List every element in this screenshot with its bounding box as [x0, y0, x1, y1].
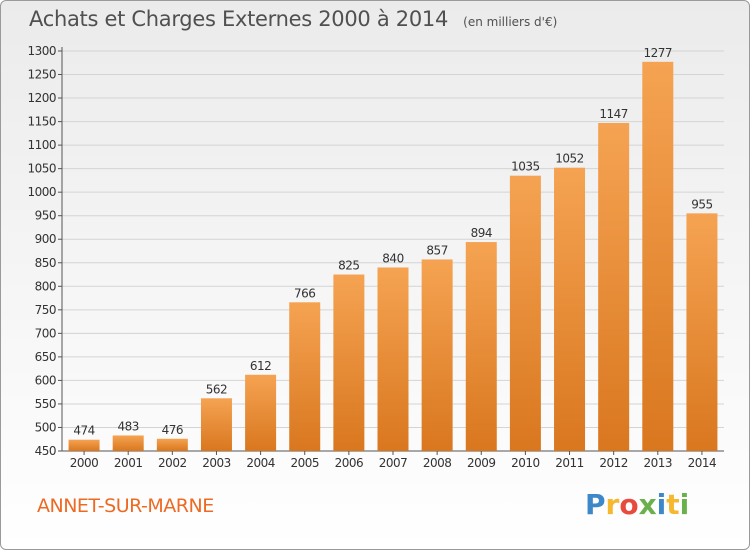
- x-tick-label: 2014: [688, 456, 717, 470]
- data-label: 955: [691, 197, 712, 211]
- data-label: 562: [206, 382, 227, 396]
- x-tick-label: 2002: [158, 456, 187, 470]
- y-tick-label: 650: [35, 350, 56, 364]
- y-tick-label: 1300: [27, 44, 56, 58]
- logo-letter: t: [666, 488, 680, 521]
- proxiti-logo: Proxiti: [585, 488, 689, 521]
- data-label: 894: [471, 226, 492, 240]
- chart-title: Achats et Charges Externes 2000 à 2014: [29, 7, 449, 31]
- data-label: 476: [162, 423, 183, 437]
- y-tick-label: 600: [35, 373, 56, 387]
- x-tick-label: 2008: [423, 456, 452, 470]
- bar: [421, 259, 453, 451]
- logo-letter: x: [638, 488, 657, 521]
- x-tick-label: 2001: [114, 456, 143, 470]
- logo-letter: i: [656, 488, 667, 521]
- y-tick-label: 1250: [27, 68, 56, 82]
- bar: [245, 374, 277, 451]
- y-tick-label: 450: [35, 444, 56, 458]
- data-label: 840: [382, 251, 403, 265]
- data-label: 612: [250, 359, 271, 373]
- bars: [68, 61, 718, 452]
- y-tick-label: 1000: [27, 185, 56, 199]
- bar: [598, 123, 630, 451]
- bar: [289, 302, 321, 451]
- y-tick-label: 700: [35, 326, 56, 340]
- chart-subtitle: (en milliers d'€): [463, 15, 558, 29]
- logo-letter: i: [679, 488, 690, 521]
- y-tick-label: 500: [35, 420, 56, 434]
- y-tick-label: 850: [35, 256, 56, 270]
- data-label: 1277: [644, 46, 673, 60]
- data-label: 1147: [599, 107, 628, 121]
- bar: [200, 398, 232, 451]
- bar: [465, 242, 497, 451]
- title-row: Achats et Charges Externes 2000 à 2014 (…: [29, 7, 557, 31]
- data-label: 1052: [555, 152, 584, 166]
- bar: [509, 175, 541, 452]
- bar: [156, 438, 188, 451]
- y-tick-label: 900: [35, 232, 56, 246]
- y-tick-label: 1100: [27, 138, 56, 152]
- logo-letter: P: [585, 488, 606, 521]
- data-label: 483: [117, 419, 138, 433]
- bar: [333, 274, 365, 451]
- y-tick-label: 1200: [27, 91, 56, 105]
- x-tick-label: 2004: [246, 456, 275, 470]
- x-tick-labels: 2000 2001 2002 2003 2004 2005 2006 2007 2008 2009…: [70, 456, 717, 470]
- logo-letter: r: [605, 488, 620, 521]
- y-tick-label: 1050: [27, 162, 56, 176]
- y-tick-labels: 450 500 550 600 650 700 750 800 850 900 950 1000 105…: [27, 44, 56, 458]
- y-tick-label: 950: [35, 209, 56, 223]
- data-label: 474: [73, 424, 94, 438]
- x-tick-label: 2003: [202, 456, 231, 470]
- x-tick-label: 2000: [70, 456, 99, 470]
- x-tick-label: 2007: [379, 456, 408, 470]
- x-tick-label: 2011: [555, 456, 584, 470]
- data-label: 857: [426, 243, 447, 257]
- bar: [68, 439, 100, 451]
- x-tick-label: 2009: [467, 456, 496, 470]
- y-tick-label: 750: [35, 303, 56, 317]
- x-tick-label: 2005: [290, 456, 319, 470]
- y-tick-label: 550: [35, 397, 56, 411]
- bar: [112, 435, 144, 451]
- logo-letter: o: [619, 488, 639, 521]
- city-name: ANNET-SUR-MARNE: [37, 495, 214, 517]
- x-tick-label: 2013: [644, 456, 673, 470]
- bar: [642, 61, 674, 452]
- data-label: 1035: [511, 160, 540, 174]
- bar: [686, 213, 718, 451]
- bar: [554, 167, 586, 452]
- y-tick-label: 800: [35, 279, 56, 293]
- bar: [377, 267, 409, 451]
- data-label: 825: [338, 259, 359, 273]
- data-label: 766: [294, 286, 315, 300]
- x-tick-label: 2006: [335, 456, 364, 470]
- x-tick-label: 2010: [511, 456, 540, 470]
- x-tick-label: 2012: [599, 456, 628, 470]
- data-labels: 474 483 476 562 612 766 825 840 857 894 1035 1052 11…: [73, 46, 713, 438]
- y-tick-label: 1150: [27, 115, 56, 129]
